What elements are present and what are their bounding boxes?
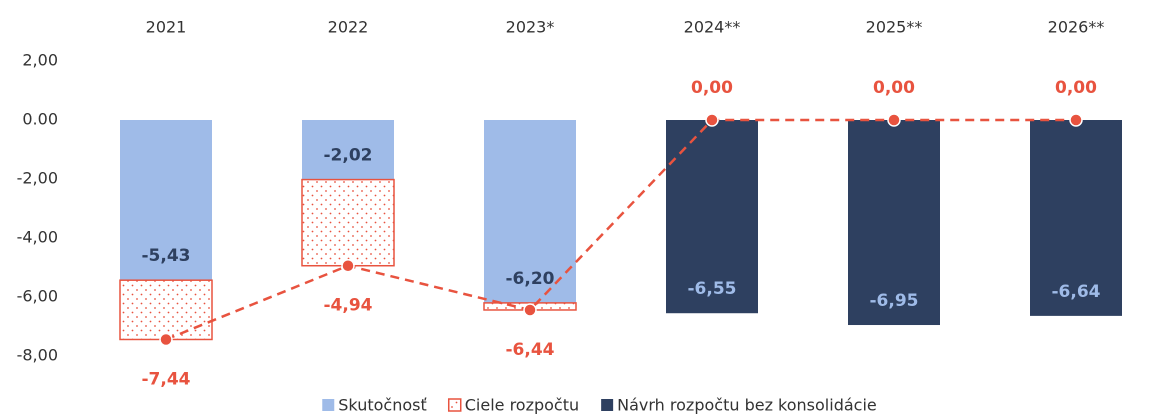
- data-label: -2,02: [324, 146, 373, 166]
- data-label: -6,95: [870, 291, 919, 311]
- y-tick-label: -2,00: [17, 169, 58, 188]
- target-point: [705, 113, 719, 127]
- data-label: -6,55: [688, 279, 737, 299]
- bar: [1030, 120, 1122, 316]
- x-tick-label: 2022: [328, 18, 369, 37]
- target-label: 0,00: [1055, 78, 1097, 98]
- data-label: -5,43: [142, 246, 191, 266]
- target-label: -7,44: [142, 369, 191, 389]
- legend-icon: [322, 399, 335, 411]
- data-label: -6,20: [506, 269, 555, 289]
- legend-icon: [447, 398, 462, 412]
- y-tick-label: -6,00: [17, 287, 58, 306]
- target-point: [887, 113, 901, 127]
- target-gap: [301, 178, 395, 267]
- y-tick-label: -8,00: [17, 346, 58, 365]
- bar: [484, 120, 576, 303]
- target-point: [1069, 113, 1083, 127]
- legend-label: Skutočnosť: [338, 396, 426, 415]
- bar: [302, 120, 394, 180]
- target-point: [523, 303, 537, 317]
- data-label: -6,64: [1052, 282, 1101, 302]
- legend-label: Ciele rozpočtu: [465, 396, 579, 415]
- target-label: 0,00: [873, 78, 915, 98]
- legend-label: Návrh rozpočtu bez konsolidácie: [617, 396, 877, 415]
- x-tick-label: 2025**: [866, 18, 923, 37]
- target-label: -4,94: [324, 296, 373, 316]
- target-point: [159, 332, 173, 347]
- target-gap: [119, 279, 213, 341]
- x-tick-label: 2026**: [1048, 18, 1105, 37]
- y-tick-label: -4,00: [17, 228, 58, 247]
- target-point: [341, 258, 355, 273]
- y-tick-label: 2,00: [22, 51, 58, 70]
- x-tick-label: 2021: [146, 18, 187, 37]
- bar: [848, 120, 940, 326]
- y-tick-label: 0.00: [22, 110, 58, 129]
- target-label: 0,00: [691, 78, 733, 98]
- bar: [120, 120, 212, 281]
- legend-icon: [601, 399, 614, 411]
- x-tick-label: 2023*: [506, 18, 555, 37]
- target-line: [165, 118, 1076, 341]
- x-tick-label: 2024**: [684, 18, 741, 37]
- target-label: -6,44: [506, 340, 555, 360]
